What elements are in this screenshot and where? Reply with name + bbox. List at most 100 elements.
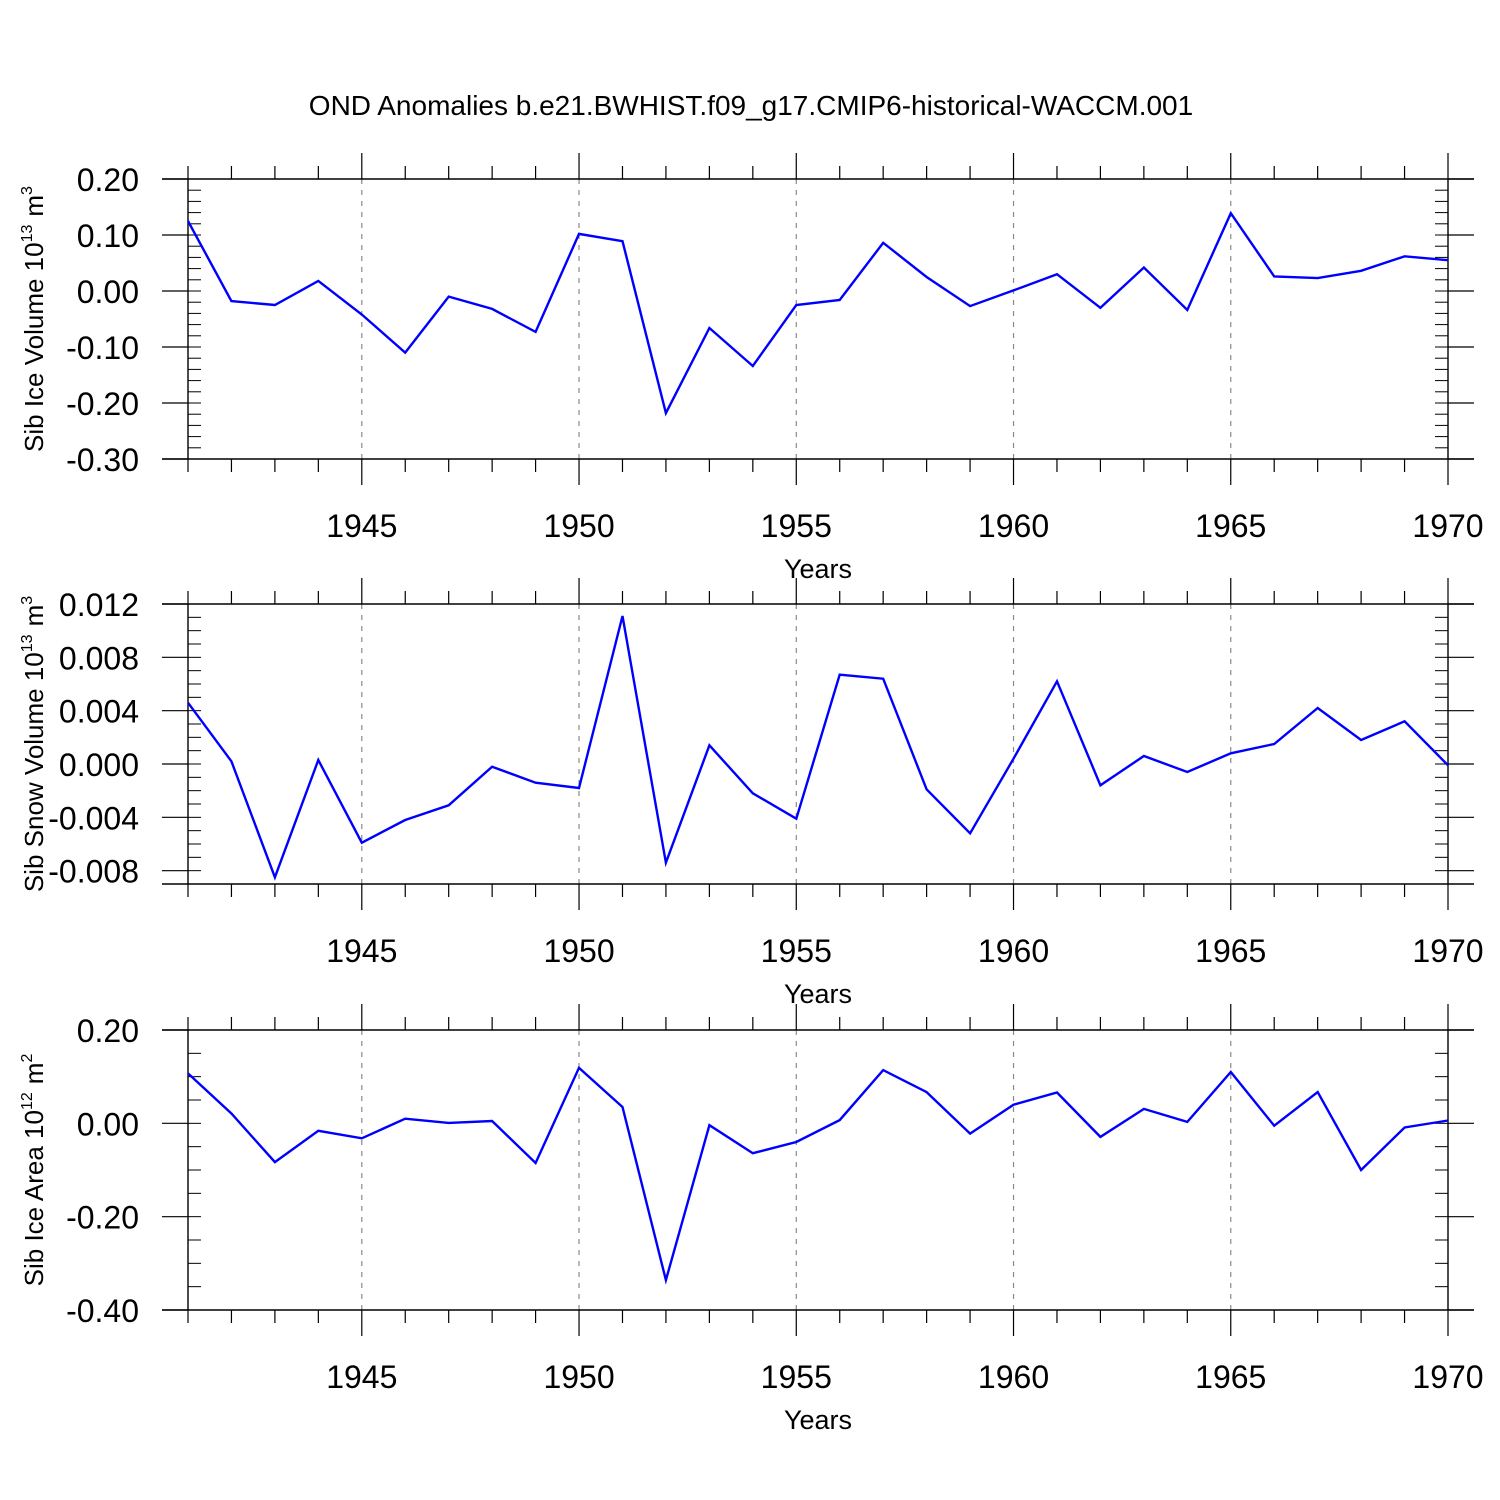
y-tick-label: 0.20: [77, 162, 139, 198]
panel-1: -0.30 -0.20 -0.10 0.00 0.10 0.20 1945 1950 1955 1…: [19, 153, 1484, 584]
data-point: [1012, 289, 1014, 291]
data-point: [1316, 1091, 1318, 1093]
data-point: [317, 280, 319, 282]
data-point: [230, 1112, 232, 1114]
y-axis-title: Sib Snow Volume 1013 m3: [19, 596, 49, 892]
y-tick-label: 0.10: [77, 218, 139, 254]
x-tick-label: 1965: [1195, 508, 1266, 544]
y-axis-title: Sib Ice Volume 1013 m3: [19, 186, 49, 452]
y-tick-label: 0.000: [59, 747, 139, 783]
data-point: [1447, 259, 1449, 261]
data-point: [969, 305, 971, 307]
data-point: [534, 1162, 536, 1164]
y-tick-label: -0.30: [66, 442, 139, 478]
data-point: [187, 220, 189, 222]
data-series-line: [186, 210, 1449, 417]
data-point: [1447, 1119, 1449, 1121]
data-point: [404, 1117, 406, 1119]
data-point: [621, 615, 623, 617]
data-point: [1273, 1124, 1275, 1126]
x-tick-label: 1955: [761, 933, 832, 969]
y-tick-label: 0.00: [77, 1106, 139, 1142]
data-point: [621, 1106, 623, 1108]
data-point: [491, 765, 493, 767]
data-point: [1056, 1091, 1058, 1093]
data-point: [708, 327, 710, 329]
data-point: [1316, 707, 1318, 709]
data-point: [1012, 1103, 1014, 1105]
data-point: [361, 313, 363, 315]
x-tick-label: 1955: [761, 508, 832, 544]
data-point: [1273, 275, 1275, 277]
data-point: [1360, 270, 1362, 272]
data-point: [839, 1119, 841, 1121]
data-point: [447, 804, 449, 806]
data-point: [447, 1122, 449, 1124]
data-point: [665, 861, 667, 863]
data-point: [317, 759, 319, 761]
data-point: [925, 1091, 927, 1093]
data-point: [1230, 212, 1232, 214]
y-axis-title-main: Sib Ice Volume 10: [19, 242, 49, 452]
data-series-line: [187, 1065, 1449, 1285]
data-point: [1056, 273, 1058, 275]
data-point: [578, 1067, 580, 1069]
x-tick-label: 1945: [326, 508, 397, 544]
y-axis-title-main: Sib Snow Volume 10: [19, 652, 49, 892]
x-tick-label: 1945: [326, 1359, 397, 1395]
data-point: [1099, 784, 1101, 786]
x-tick-label: 1970: [1412, 1359, 1483, 1395]
panel-2: -0.008 -0.004 0.000 0.004 0.008 0.012 1945 1950…: [19, 578, 1484, 1009]
data-point: [882, 1069, 884, 1071]
data-point: [621, 240, 623, 242]
data-point: [1230, 752, 1232, 754]
data-point: [274, 304, 276, 306]
y-tick-label: 0.00: [77, 274, 139, 310]
y-tick-label: 0.20: [77, 1013, 139, 1049]
y-axis-title-unit-exponent: 3: [19, 596, 36, 605]
x-tick-label: 1950: [543, 933, 614, 969]
x-tick-label: 1970: [1412, 933, 1483, 969]
data-point: [1230, 1071, 1232, 1073]
data-point: [925, 788, 927, 790]
y-tick-label: -0.008: [48, 854, 139, 890]
data-point: [752, 1152, 754, 1154]
data-point: [882, 677, 884, 679]
chart-title: OND Anomalies b.e21.BWHIST.f09_g17.CMIP6…: [309, 90, 1193, 121]
y-axis-title: Sib Ice Area 1012 m2: [19, 1054, 49, 1287]
x-tick-label: 1965: [1195, 1359, 1266, 1395]
data-point: [361, 1137, 363, 1139]
data-point: [1403, 1126, 1405, 1128]
data-point: [447, 295, 449, 297]
y-tick-label: 0.004: [59, 694, 139, 730]
chart-panels: -0.30 -0.20 -0.10 0.00 0.10 0.20 1945 1950 1955 1…: [19, 153, 1484, 1435]
panel-3: -0.40 -0.20 0.00 0.20 1945 1950 1955 1960 1965 19…: [19, 1004, 1484, 1435]
data-point: [969, 832, 971, 834]
y-axis-title-unit: m: [19, 195, 49, 217]
data-point: [274, 876, 276, 878]
data-point: [708, 1124, 710, 1126]
x-tick-label: 1970: [1412, 508, 1483, 544]
data-point: [752, 792, 754, 794]
data-point: [1056, 680, 1058, 682]
data-point: [969, 1132, 971, 1134]
data-point: [1143, 755, 1145, 757]
data-point: [404, 819, 406, 821]
y-axis-title-unit: m: [19, 605, 49, 627]
data-point: [230, 760, 232, 762]
x-tick-label: 1950: [543, 508, 614, 544]
data-point: [839, 673, 841, 675]
x-tick-label: 1960: [978, 1359, 1049, 1395]
data-point: [230, 300, 232, 302]
x-axis-title: Years: [784, 554, 852, 584]
data-point: [1360, 1169, 1362, 1171]
data-point: [361, 841, 363, 843]
y-axis-title-unit-exponent: 3: [19, 186, 36, 195]
x-axis-title: Years: [784, 979, 852, 1009]
data-point: [1143, 266, 1145, 268]
data-point: [795, 1141, 797, 1143]
data-point: [1099, 307, 1101, 309]
data-point: [491, 1120, 493, 1122]
data-point: [491, 308, 493, 310]
